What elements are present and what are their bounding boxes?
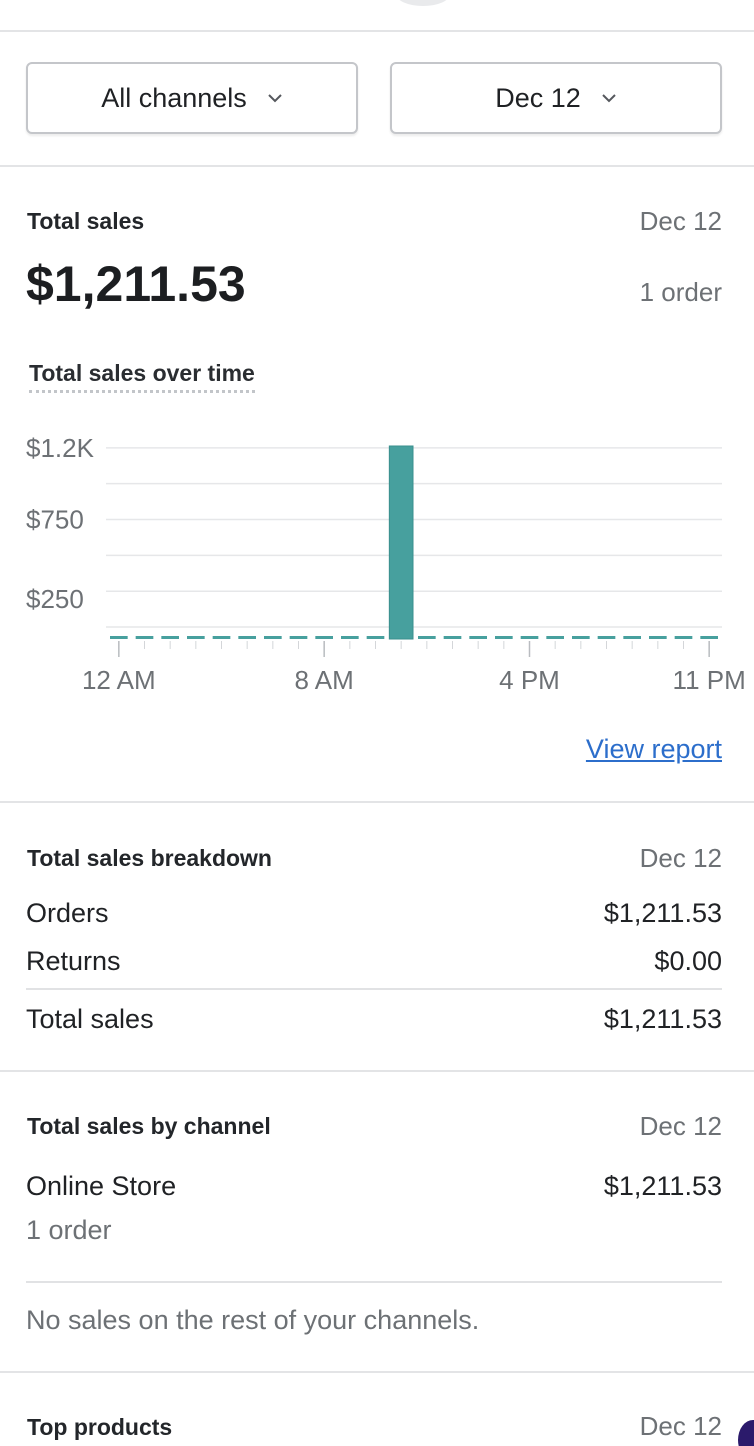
chart-bar (495, 636, 513, 639)
x-tick-label: 8 AM (295, 665, 354, 695)
x-tick-label: 12 AM (82, 665, 156, 695)
chart-bar (572, 636, 590, 639)
chart-bar (520, 636, 539, 639)
chart-bar (649, 636, 667, 639)
y-tick-label: $1.2K (26, 433, 95, 463)
divider (26, 1281, 722, 1283)
chevron-down-icon (601, 90, 617, 106)
top-products-date: Dec 12 (639, 1411, 722, 1441)
channel-name: Online Store (26, 1171, 177, 1201)
channel-order-count: 1 order (26, 1215, 112, 1245)
by-channel-date: Dec 12 (639, 1111, 722, 1141)
chevron-down-icon (267, 90, 283, 106)
order-count: 1 order (639, 277, 722, 307)
corner-decoration (734, 1416, 754, 1446)
view-report-link[interactable]: View report (585, 734, 722, 764)
total-sales-date: Dec 12 (639, 206, 722, 236)
breakdown-row-value: $1,211.53 (603, 898, 722, 928)
chart-bar (135, 636, 154, 639)
channel-filter-label: All channels (101, 82, 247, 113)
breakdown-title: Total sales breakdown (27, 845, 272, 871)
breakdown-row-value: $0.00 (654, 946, 722, 976)
total-sales-title: Total sales (27, 208, 145, 234)
top-products-title: Top products (27, 1414, 173, 1440)
x-tick-label: 4 PM (499, 665, 560, 695)
no-sales-note: No sales on the rest of your channels. (26, 1305, 480, 1335)
chart-bar (418, 636, 436, 639)
total-sales-amount: $1,211.53 (26, 256, 246, 312)
chart-bar (289, 636, 308, 639)
breakdown-total-label: Total sales (26, 1004, 154, 1034)
drag-handle[interactable] (396, 0, 450, 6)
chart-bar (469, 636, 487, 639)
chart-bar (264, 636, 282, 639)
date-filter-dropdown[interactable]: Dec 12 (390, 62, 722, 134)
chart-bar (315, 636, 333, 639)
chart-bar (674, 636, 693, 639)
chart-bar (187, 636, 205, 639)
divider (0, 1371, 754, 1373)
divider (0, 30, 754, 32)
by-channel-title: Total sales by channel (27, 1113, 271, 1139)
sales-over-time-chart: $1.2K $750 $250 12 AM 8 AM 4 PM 11 PM (26, 433, 746, 695)
divider (0, 801, 754, 803)
chart-bar (623, 636, 641, 639)
y-tick-label: $250 (26, 584, 84, 614)
breakdown-row-label: Orders (26, 898, 109, 928)
chart-bar (366, 636, 385, 639)
divider (0, 1070, 754, 1072)
breakdown-total-value: $1,211.53 (603, 1004, 722, 1034)
x-tick-label: 11 PM (673, 665, 746, 695)
chart-bar (700, 636, 718, 639)
chart-bar (443, 636, 462, 639)
chart-bar (597, 636, 616, 639)
chart-bar (238, 636, 256, 639)
chart-bar (341, 636, 359, 639)
divider (26, 988, 722, 990)
channel-sales-value: $1,211.53 (603, 1171, 722, 1201)
channel-filter-dropdown[interactable]: All channels (26, 62, 358, 134)
chart-bar (546, 636, 564, 639)
breakdown-row-label: Returns (26, 946, 121, 976)
chart-bar (161, 636, 179, 639)
y-tick-label: $750 (26, 505, 84, 535)
breakdown-date: Dec 12 (639, 843, 722, 873)
chart-bar (110, 636, 128, 639)
chart-title[interactable]: Total sales over time (29, 360, 255, 393)
date-filter-label: Dec 12 (495, 82, 581, 113)
divider (0, 165, 754, 167)
chart-bar (388, 445, 414, 640)
chart-bar (212, 636, 231, 639)
